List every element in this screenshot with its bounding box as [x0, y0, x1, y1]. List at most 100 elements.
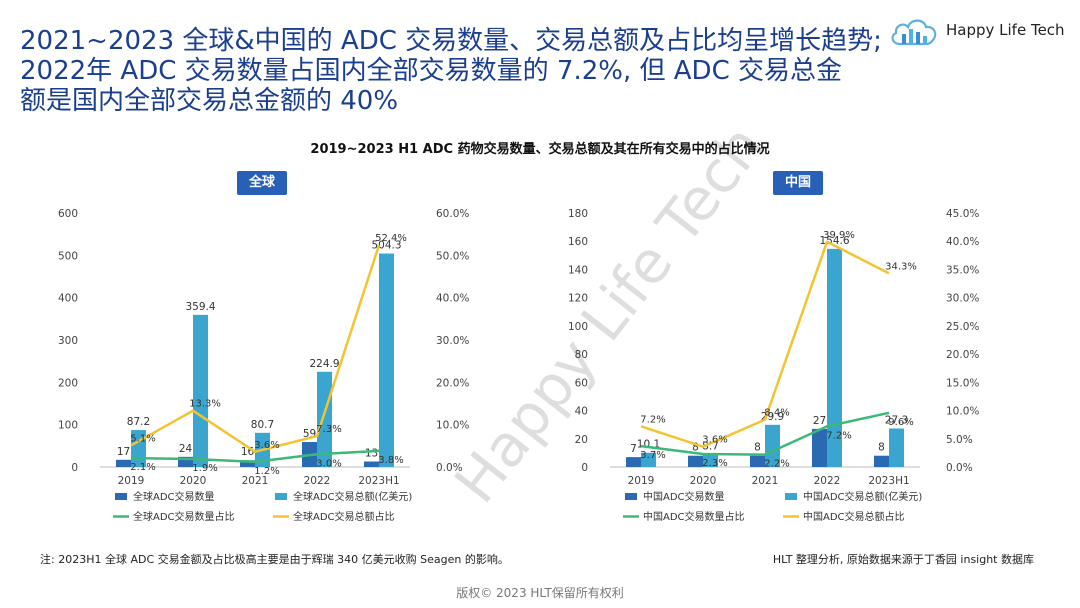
- global-line-label: 5.1%: [130, 433, 155, 444]
- global-bar-label: 80.7: [251, 419, 274, 431]
- china-x-tick-label: 2023H1: [868, 475, 909, 487]
- region-label-global: 全球: [237, 171, 288, 195]
- china-line-amount-pct: [640, 240, 890, 448]
- china-bar-label: 8: [878, 442, 885, 454]
- global-line-label: 1.2%: [254, 466, 279, 477]
- china-line-label: 2.3%: [702, 458, 727, 469]
- global-line-label: 1.9%: [192, 463, 217, 474]
- global-bar-amount: [317, 371, 332, 467]
- china-legend-swatch: [785, 493, 797, 500]
- china-bar-count: [750, 455, 765, 467]
- china-line-label: 7.2%: [640, 414, 665, 425]
- china-bar-label: 27.3: [885, 414, 908, 426]
- china-bar-count: [812, 428, 827, 467]
- china-y-tick-label: 20: [575, 434, 588, 446]
- china-bar-label: 27: [813, 415, 826, 427]
- china-y2-tick-label: 30.0%: [946, 293, 979, 305]
- global-y2-tick-label: 40.0%: [436, 293, 469, 305]
- global-y-tick-label: 0: [71, 462, 78, 474]
- cloud-logo-icon: [891, 19, 937, 46]
- logo: Happy Life Tech: [888, 10, 1068, 54]
- global-y-tick-label: 600: [58, 208, 78, 220]
- china-y-tick-label: 100: [568, 321, 588, 333]
- china-bar-count: [688, 455, 703, 467]
- headline-line-2: 2022年 ADC 交易数量占国内全部交易数量的 7.2%, 但 ADC 交易总…: [20, 56, 842, 86]
- global-y-tick-label: 500: [58, 250, 78, 262]
- global-line-label: 13.3%: [189, 399, 221, 410]
- global-x-tick-label: 2023H1: [358, 475, 399, 487]
- china-y2-tick-label: 25.0%: [946, 321, 979, 333]
- china-line-label: 3.6%: [702, 435, 727, 446]
- china-bar-amount: [703, 454, 718, 467]
- headline-line-3: 额是国内全部交易总金额的 40%: [20, 86, 399, 116]
- chart-panel-global: 0 100 200 300 400 500 600 0.0% 10.0% 20.0% 30.0% 40…: [40, 200, 560, 530]
- china-line-label: 39.9%: [823, 230, 855, 241]
- source-note: HLT 整理分析, 原始数据来源于丁香园 insight 数据库: [772, 553, 1034, 566]
- china-y2-tick-label: 10.0%: [946, 406, 979, 418]
- china-y2-tick-label: 5.0%: [946, 434, 973, 446]
- region-label-china: 中国: [773, 171, 824, 195]
- global-bar-count: [116, 459, 131, 467]
- china-bar-amount: [765, 424, 780, 467]
- china-x-tick-label: 2020: [690, 475, 717, 487]
- china-y-tick-label: 40: [575, 406, 588, 418]
- global-bar-label: 87.2: [127, 416, 150, 428]
- global-x-tick-label: 2020: [180, 475, 207, 487]
- global-line-label: 2.1%: [130, 462, 155, 473]
- global-y2-tick-label: 10.0%: [436, 420, 469, 432]
- global-y-tick-label: 300: [58, 335, 78, 347]
- global-legend-swatch: [275, 493, 287, 500]
- global-y2-tick-label: 0.0%: [436, 462, 463, 474]
- china-legend-label: 中国ADC交易数量占比: [643, 510, 745, 523]
- chart-china: 0 20 40 60 80 100 120 140 160 180 0.0% 5.0% 10.0% 15.…: [568, 208, 979, 523]
- global-legend-label: 全球ADC交易数量占比: [133, 510, 235, 523]
- global-bar-count: [240, 460, 255, 467]
- china-legend-label: 中国ADC交易总额占比: [803, 510, 905, 523]
- global-bar-label: 17: [117, 446, 130, 458]
- global-y2-tick-label: 60.0%: [436, 208, 469, 220]
- chart-panel-china: 0 20 40 60 80 100 120 140 160 180 0.0% 5.0% 10.0% 15.…: [550, 200, 1070, 530]
- global-legend-label: 全球ADC交易数量: [133, 490, 215, 503]
- china-y2-tick-label: 20.0%: [946, 349, 979, 361]
- china-line-count-pct: [640, 411, 890, 456]
- global-bar-count: [178, 456, 193, 467]
- logo-text: Happy Life Tech: [946, 21, 1065, 39]
- global-bar-label: 224.9: [309, 358, 339, 370]
- global-x-tick-label: 2019: [118, 475, 145, 487]
- headline: 2021~2023 全球&中国的 ADC 交易数量、交易总额及占比均呈增长趋势;…: [20, 26, 930, 116]
- global-y2-tick-label: 30.0%: [436, 335, 469, 347]
- global-line-amount-pct: [130, 244, 381, 454]
- global-bar-amount: [379, 253, 394, 467]
- global-y-tick-label: 200: [58, 377, 78, 389]
- global-line-label: 52.4%: [375, 233, 407, 244]
- china-line-label: 3.7%: [640, 450, 665, 461]
- chart-global: 0 100 200 300 400 500 600 0.0% 10.0% 20.0% 30.0% 40…: [58, 208, 469, 523]
- china-bar-amount: [641, 452, 656, 467]
- global-legend-label: 全球ADC交易总额(亿美元): [293, 490, 412, 503]
- china-bar-count: [874, 455, 889, 467]
- global-y2-tick-label: 20.0%: [436, 377, 469, 389]
- china-legend-label: 中国ADC交易总额(亿美元): [803, 490, 922, 503]
- china-bar-count: [626, 457, 641, 467]
- china-y2-tick-label: 40.0%: [946, 236, 979, 248]
- china-y-tick-label: 80: [575, 349, 588, 361]
- china-line-label: 2.2%: [764, 459, 789, 470]
- china-y-tick-label: 160: [568, 236, 588, 248]
- china-bar-label: 8.7: [702, 441, 719, 453]
- global-line-label: 3.8%: [378, 455, 403, 466]
- china-y-tick-label: 0: [581, 462, 588, 474]
- china-bar-label: 8: [692, 442, 699, 454]
- global-line-label: 3.0%: [316, 458, 341, 469]
- global-legend-swatch: [115, 493, 127, 500]
- china-y-tick-label: 180: [568, 208, 588, 220]
- global-bar-label: 359.4: [185, 301, 215, 313]
- china-legend-label: 中国ADC交易数量: [643, 490, 725, 503]
- china-bar-label: 8: [754, 442, 761, 454]
- china-bar-amount: [889, 428, 904, 467]
- global-x-tick-label: 2021: [242, 475, 269, 487]
- china-y-tick-label: 120: [568, 293, 588, 305]
- china-legend-swatch: [625, 493, 637, 500]
- china-y2-tick-label: 35.0%: [946, 264, 979, 276]
- global-line-count-pct: [130, 449, 380, 464]
- global-legend-label: 全球ADC交易总额占比: [293, 510, 395, 523]
